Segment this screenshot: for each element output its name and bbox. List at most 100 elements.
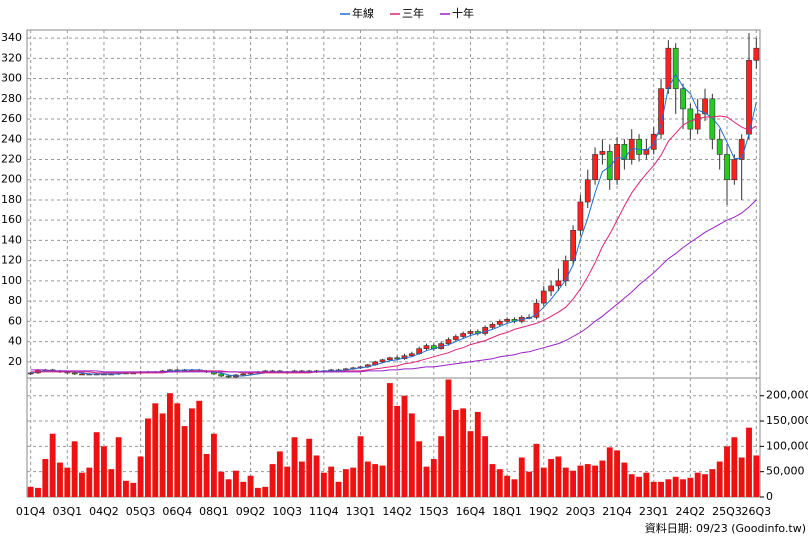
note: 資料日期: 09/23 (Goodinfo.tw) bbox=[645, 521, 806, 535]
candle-body bbox=[643, 149, 650, 155]
volume-bar bbox=[291, 437, 298, 497]
volume-bar bbox=[636, 476, 642, 497]
volume-bar bbox=[526, 471, 533, 497]
candle-body bbox=[445, 339, 452, 344]
volume-bar bbox=[364, 461, 371, 497]
volume-bar bbox=[628, 474, 635, 497]
ma-line bbox=[30, 199, 757, 373]
volume-bar bbox=[540, 467, 547, 497]
volume-bar bbox=[159, 413, 166, 497]
y-tick-label: 340 bbox=[1, 31, 22, 44]
volume-bar bbox=[240, 481, 247, 497]
candle-body bbox=[687, 108, 694, 130]
volume-bar bbox=[672, 476, 679, 497]
volume-bar bbox=[328, 466, 335, 497]
volume-bar bbox=[71, 441, 78, 497]
x-tick-label: 18Q1 bbox=[492, 505, 522, 518]
x-tick-label: 16Q4 bbox=[456, 505, 486, 518]
volume-bar bbox=[64, 467, 71, 497]
y-tick-label: 300 bbox=[1, 72, 22, 85]
y-tick-label: 40 bbox=[8, 335, 22, 348]
y-tick-label: 100 bbox=[1, 274, 22, 287]
x-tick-label: 05Q3 bbox=[126, 505, 156, 518]
volume-bar bbox=[49, 433, 56, 497]
y2-tick-label: 200,000 bbox=[766, 389, 808, 402]
x-tick-label: 23Q1 bbox=[639, 505, 669, 518]
volume-bar bbox=[467, 431, 474, 497]
volume-bar bbox=[247, 475, 254, 497]
volume-bar bbox=[42, 459, 49, 497]
candle-body bbox=[548, 285, 554, 292]
volume-bar bbox=[753, 455, 760, 497]
volume-bar bbox=[210, 433, 217, 497]
volume-bar bbox=[35, 487, 41, 497]
y-tick-label: 200 bbox=[1, 173, 22, 186]
volume-bar bbox=[372, 464, 379, 497]
candle-body bbox=[731, 159, 738, 181]
volume-bar bbox=[93, 432, 100, 497]
y-tick-label: 140 bbox=[1, 233, 22, 246]
y-tick-label: 180 bbox=[1, 193, 22, 206]
candle-body bbox=[672, 47, 679, 89]
volume-bar bbox=[86, 467, 93, 497]
candle-body bbox=[71, 372, 78, 375]
y-tick-label: 160 bbox=[1, 213, 22, 226]
y-tick-label: 260 bbox=[1, 112, 22, 125]
volume-bar bbox=[335, 481, 342, 497]
volume-bar bbox=[548, 459, 555, 497]
volume-bar bbox=[284, 466, 291, 497]
volume-bar bbox=[298, 461, 305, 497]
candle-body bbox=[584, 179, 591, 203]
volume-bar bbox=[196, 400, 203, 497]
y-tick-label: 80 bbox=[8, 294, 22, 307]
volume-bar bbox=[225, 479, 232, 497]
candle-body bbox=[606, 151, 613, 181]
candle-body bbox=[423, 345, 430, 349]
candle-body bbox=[738, 138, 745, 160]
volume-bar bbox=[123, 480, 129, 497]
volume-bar bbox=[306, 438, 313, 497]
volume-bar bbox=[276, 451, 283, 497]
x-tick-label: 21Q4 bbox=[602, 505, 632, 518]
candle-body bbox=[592, 154, 598, 181]
volume-bar bbox=[357, 436, 364, 497]
volume-bar bbox=[232, 470, 239, 497]
volume-bar bbox=[731, 437, 738, 497]
candle-body bbox=[562, 260, 569, 282]
volume-bar bbox=[27, 486, 34, 497]
volume-bar bbox=[342, 469, 349, 497]
x-tick-label: 04Q2 bbox=[89, 505, 119, 518]
volume-bar bbox=[599, 460, 606, 497]
candle-body bbox=[680, 88, 686, 110]
volume-bar bbox=[320, 472, 327, 497]
volume-bar bbox=[489, 464, 496, 497]
volume-bar bbox=[115, 437, 122, 497]
x-tick-label: 24Q2 bbox=[676, 505, 706, 518]
plot-frame bbox=[26, 29, 761, 498]
volume-bar bbox=[386, 383, 393, 497]
volume-bar bbox=[746, 427, 752, 497]
candle-body bbox=[540, 290, 547, 304]
volume-bar bbox=[57, 462, 63, 497]
volume-bar bbox=[152, 403, 159, 497]
legend-label: 年線 bbox=[352, 6, 374, 20]
volume-bar bbox=[738, 457, 745, 497]
volume-bar bbox=[518, 457, 525, 497]
volume-bar bbox=[496, 469, 503, 497]
volume-bar bbox=[460, 408, 467, 497]
volume-bar bbox=[379, 465, 386, 497]
candle-body bbox=[218, 373, 225, 377]
candle-body bbox=[746, 60, 752, 135]
candle-body bbox=[650, 133, 657, 150]
volume-bar bbox=[658, 481, 664, 497]
volume-bar bbox=[577, 465, 584, 497]
volume-bar bbox=[218, 471, 225, 497]
volume-bar bbox=[643, 472, 650, 497]
candle-body bbox=[240, 373, 247, 376]
volume-bar bbox=[702, 474, 708, 497]
volume-bar bbox=[108, 469, 115, 497]
candle-body bbox=[628, 138, 635, 160]
volume-bar bbox=[430, 459, 437, 497]
x-tick-label: 14Q2 bbox=[382, 505, 412, 518]
